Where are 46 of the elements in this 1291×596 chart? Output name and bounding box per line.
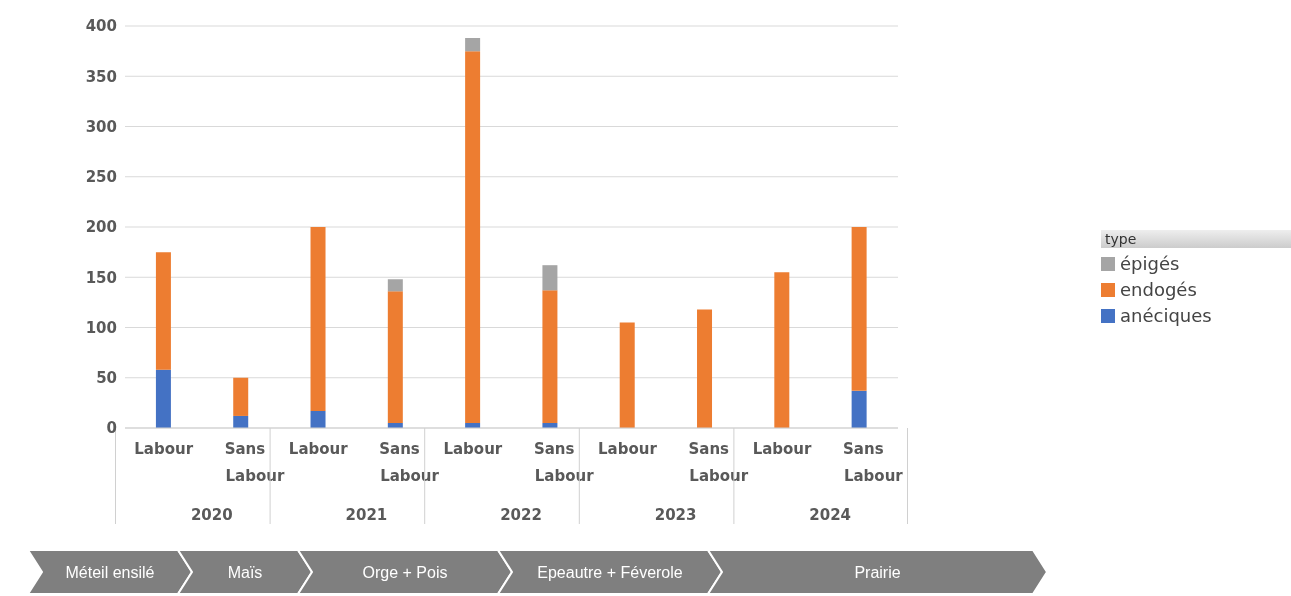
bar	[233, 377, 249, 416]
bar	[697, 309, 713, 428]
x-tick-label: Labour	[598, 440, 658, 458]
x-tick-label: Labour	[752, 440, 813, 458]
x-tick-label: Sans Labour	[224, 440, 285, 485]
x-tick-label: Sans Labour	[843, 440, 904, 485]
y-tick-label: 250	[85, 168, 117, 187]
x-tick-label: Sans Labour	[688, 440, 749, 485]
bar	[465, 38, 481, 52]
y-tick-label: 400	[85, 17, 117, 36]
bar	[387, 291, 403, 423]
bar	[619, 322, 635, 428]
bar	[310, 410, 326, 428]
y-tick-label: 50	[96, 369, 117, 388]
x-tick-label: Labour	[443, 440, 503, 458]
legend-label: endogés	[1119, 279, 1198, 300]
y-tick-label: 100	[85, 318, 117, 337]
bar	[774, 272, 790, 428]
x-tick-label: Labour	[288, 440, 349, 458]
bar	[233, 415, 249, 428]
text: 2022	[500, 506, 542, 524]
text: 2020	[190, 506, 233, 524]
x-tick-label: Labour	[134, 440, 194, 458]
y-tick-label: 150	[85, 268, 117, 287]
y-tick-label: 300	[85, 117, 117, 136]
text: 2024	[809, 506, 852, 524]
y-tick-label: 350	[85, 67, 117, 86]
legend-label: anéciques	[1119, 305, 1213, 326]
x-tick-label: Sans Labour	[533, 440, 595, 485]
chevron-arrows: Méteil ensilé Maïs Orge + Pois Epeautre + Féverole Prairie	[8, 548, 1291, 596]
bar	[542, 265, 558, 291]
bar	[465, 51, 481, 423]
bar	[851, 227, 867, 391]
y-tick-label: 200	[85, 218, 117, 237]
text: 2023	[654, 506, 697, 524]
bar	[155, 369, 171, 428]
bar	[310, 227, 326, 411]
y-tick-label: 0	[106, 419, 117, 438]
legend-title: type	[1101, 230, 1291, 248]
bar	[155, 252, 171, 370]
bar	[542, 290, 558, 423]
x-tick-label: Sans Labour	[379, 440, 440, 485]
text: 2021	[345, 506, 388, 524]
legend-label: épigés	[1119, 253, 1181, 274]
bar	[851, 390, 867, 428]
bar	[387, 279, 403, 292]
